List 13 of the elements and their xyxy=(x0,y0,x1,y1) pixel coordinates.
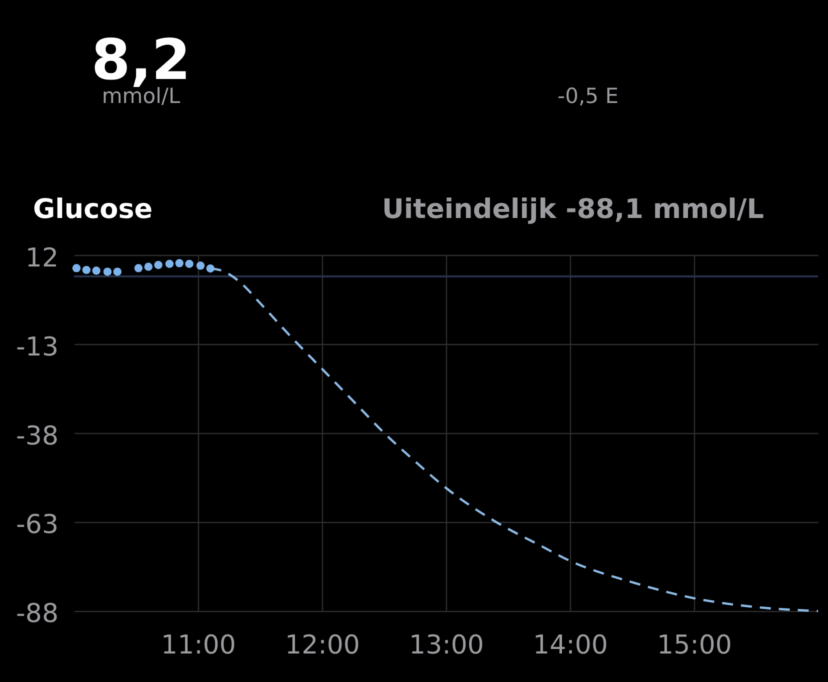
y-tick-label: -13 xyxy=(16,332,58,362)
y-tick-label: 12 xyxy=(25,244,58,274)
y-tick-label: -88 xyxy=(16,599,58,630)
x-tick-label: 12:00 xyxy=(285,630,360,660)
chart-subtitle: Uiteindelijk -88,1 mmol/L xyxy=(382,194,764,225)
text: -0,5 E xyxy=(558,84,618,108)
y-tick-label: -63 xyxy=(16,510,58,540)
x-tick-label: 15:00 xyxy=(657,630,732,660)
y-tick-label: -38 xyxy=(16,421,58,452)
x-tick-label: 11:00 xyxy=(161,630,236,660)
x-tick-label: 13:00 xyxy=(409,630,484,660)
x-tick-label: 14:00 xyxy=(533,630,608,660)
chart-title: Glucose xyxy=(33,194,153,225)
